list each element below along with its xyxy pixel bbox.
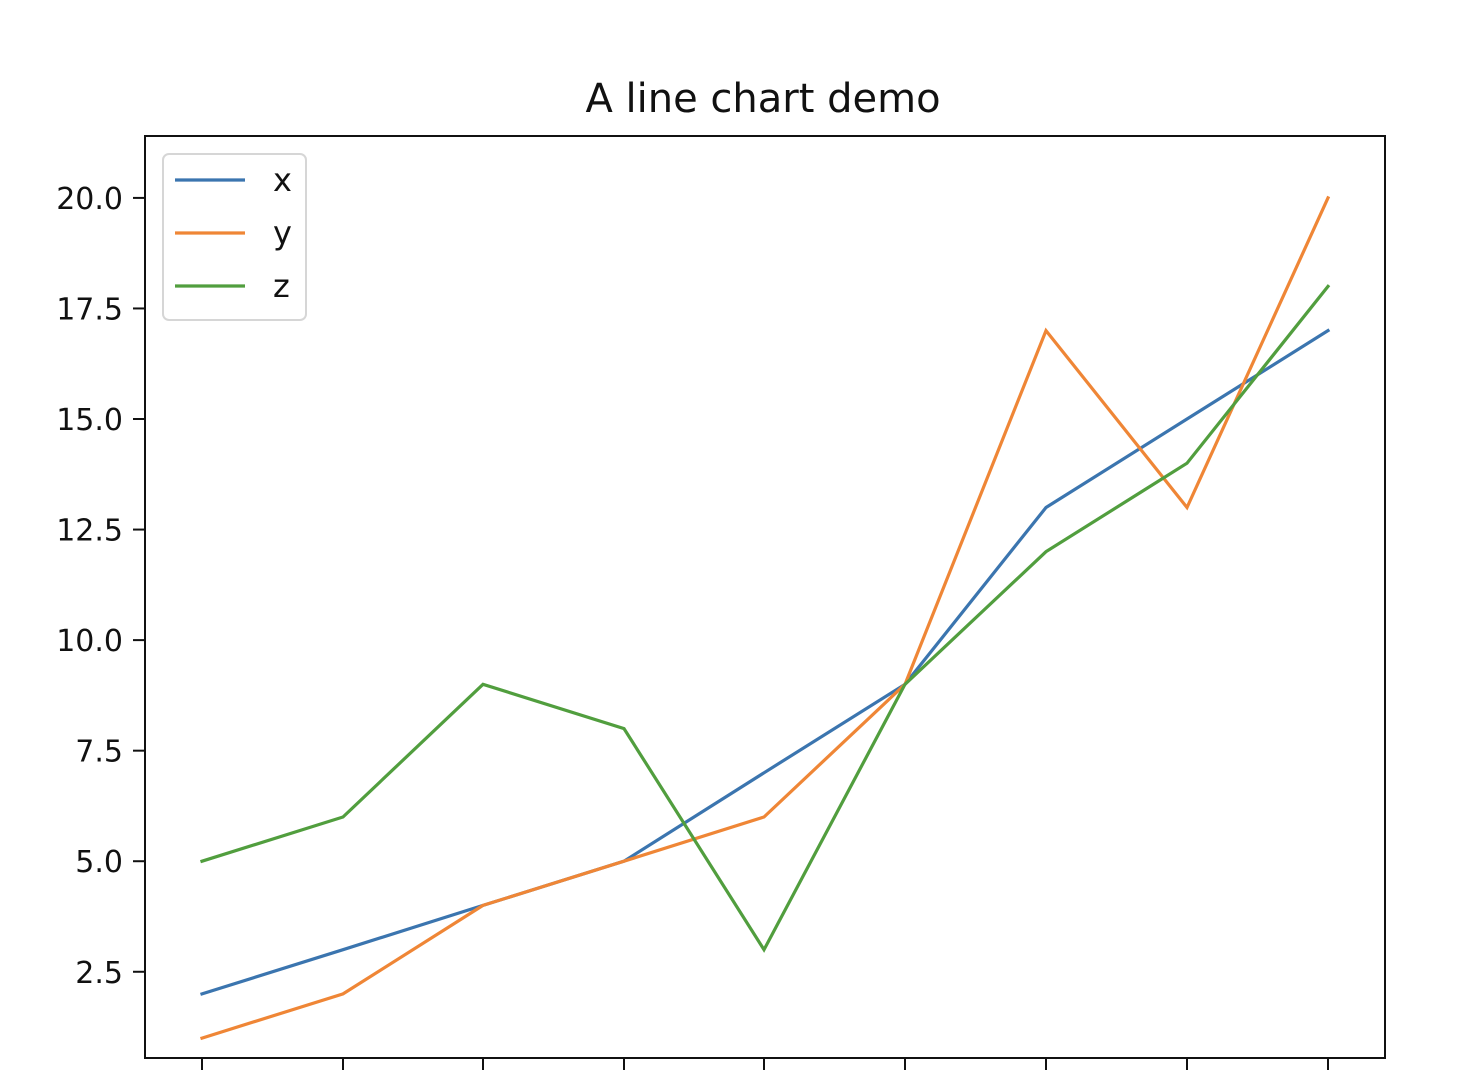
y-tick-label-2: 7.5 bbox=[75, 735, 123, 770]
y-tick-label-6: 17.5 bbox=[56, 292, 123, 327]
y-tick-label-5: 15.0 bbox=[56, 403, 123, 438]
legend: xyz bbox=[162, 153, 307, 321]
chart-title: A line chart demo bbox=[585, 76, 940, 122]
y-tick-label-1: 5.0 bbox=[75, 845, 123, 880]
x-axis bbox=[201, 1058, 1329, 1070]
y-tick-label-0: 2.5 bbox=[75, 956, 123, 991]
plot-frame bbox=[144, 135, 1386, 1059]
y-tick-label-3: 10.0 bbox=[56, 624, 123, 659]
series-line-y bbox=[199, 195, 1331, 1041]
y-tick-label-4: 12.5 bbox=[56, 514, 123, 549]
series-line-x bbox=[199, 328, 1331, 996]
legend-label-y: y bbox=[273, 214, 292, 252]
legend-label-z: z bbox=[273, 267, 290, 305]
legend-label-x: x bbox=[273, 161, 292, 199]
plot-series bbox=[199, 195, 1331, 1041]
series-line-z bbox=[199, 284, 1331, 953]
legend-box bbox=[162, 153, 307, 321]
y-axis: 2.5 5.0 7.5 10.0 12.5 15.0 17.5 20.0 bbox=[56, 182, 145, 991]
y-tick-label-7: 20.0 bbox=[56, 182, 123, 217]
